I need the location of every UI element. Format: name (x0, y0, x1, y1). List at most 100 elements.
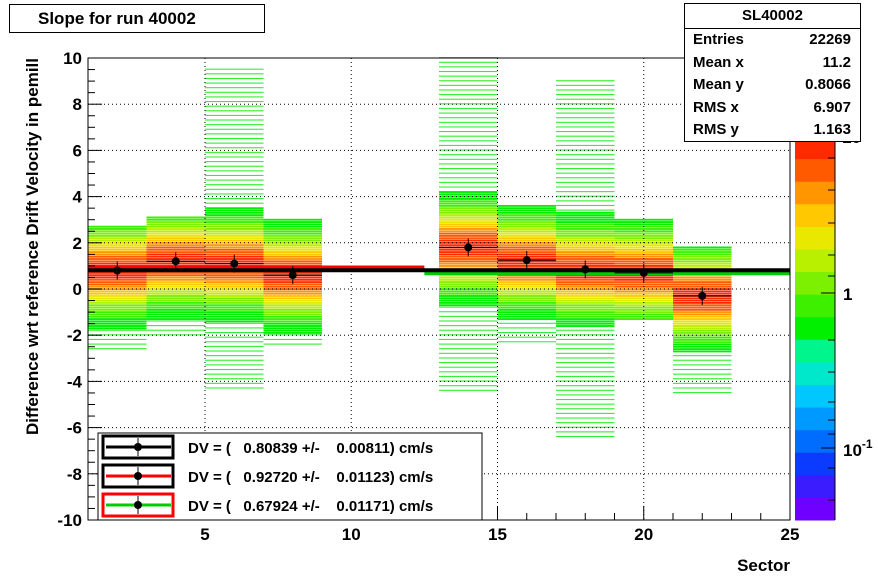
heatmap-cell (88, 225, 147, 228)
heatmap-cell (497, 214, 556, 217)
heatmap-cell (556, 389, 615, 391)
heatmap-cell (205, 68, 264, 70)
heatmap-cell (497, 299, 556, 302)
heatmap-cell (205, 288, 264, 290)
heatmap-cell (205, 368, 264, 371)
heatmap-cell (556, 239, 615, 242)
heatmap-cell (673, 246, 732, 249)
heatmap-cell (146, 301, 205, 304)
heatmap-cell (497, 331, 556, 334)
heatmap-cell (673, 387, 732, 389)
stats-row-rms-x: RMS x 6.907 (685, 97, 860, 120)
heatmap-cell (673, 265, 732, 267)
heatmap-cell (88, 288, 147, 290)
heatmap-cell (556, 426, 615, 428)
heatmap-cell (263, 327, 322, 330)
heatmap-cell (205, 128, 264, 130)
heatmap-cell (556, 394, 615, 396)
heatmap-cell (439, 204, 498, 207)
stats-row-rms-y: RMS y 1.163 (685, 119, 860, 142)
heatmap-cell (146, 271, 205, 274)
heatmap-cell (556, 149, 615, 151)
heatmap-cell (205, 327, 264, 329)
heatmap-cell (88, 241, 147, 244)
x-tick-label: 25 (781, 525, 800, 544)
heatmap-cell (205, 306, 264, 309)
heatmap-cell (146, 283, 205, 286)
heatmap-cell (88, 334, 147, 336)
heatmap-cell (497, 241, 556, 244)
heatmap-cell (205, 274, 264, 277)
heatmap-cell (556, 308, 615, 311)
heatmap-cell (673, 364, 732, 366)
heatmap-cell (146, 251, 205, 254)
heatmap-cell (263, 325, 322, 327)
heatmap-cell (556, 228, 615, 230)
heatmap-cell (556, 348, 615, 350)
heatmap-cell (439, 366, 498, 368)
heatmap-cell (263, 295, 322, 297)
heatmap-cell (205, 248, 264, 251)
heatmap-cell (556, 140, 615, 142)
heatmap-cell (88, 258, 147, 260)
heatmap-cell (556, 357, 615, 359)
heatmap-cell (205, 165, 264, 167)
heatmap-cell (439, 285, 498, 288)
heatmap-cell (497, 306, 556, 309)
profile-point (698, 291, 707, 300)
heatmap-cell (439, 98, 498, 100)
heatmap-cell (497, 297, 556, 300)
heatmap-cell (439, 121, 498, 123)
heatmap-cell (614, 315, 673, 318)
heatmap-cell (88, 297, 147, 300)
colorbar-segment (795, 271, 835, 295)
heatmap-cell (497, 285, 556, 288)
heatmap-cell (263, 232, 322, 235)
heatmap-cell (614, 290, 673, 293)
heatmap-cell (556, 84, 615, 86)
heatmap-cell (673, 378, 732, 380)
heatmap-cell (614, 283, 673, 286)
heatmap-cell (146, 320, 205, 322)
heatmap-cell (673, 311, 732, 314)
heatmap-cell (205, 299, 264, 302)
heatmap-cell (556, 380, 615, 382)
stats-label: Entries (693, 31, 744, 48)
heatmap-cell (556, 352, 615, 354)
heatmap-cell (439, 232, 498, 235)
heatmap-cell (673, 281, 732, 284)
heatmap-cell (556, 297, 615, 300)
heatmap-cell (263, 223, 322, 226)
heatmap-cell (205, 211, 264, 214)
heatmap-cell (205, 105, 264, 107)
heatmap-cell (673, 248, 732, 251)
heatmap-cell (614, 232, 673, 235)
heatmap-cell (88, 239, 147, 242)
heatmap-cell (497, 311, 556, 314)
heatmap-cell (497, 244, 556, 247)
legend-entry-label: DV = ( 0.80839 +/- 0.00811) cm/s (188, 440, 433, 457)
heatmap-cell (614, 292, 673, 295)
colorbar-segment (795, 294, 835, 318)
heatmap-cell (556, 117, 615, 119)
heatmap-cell (88, 251, 147, 254)
heatmap-cell (673, 345, 732, 348)
heatmap-cell (146, 304, 205, 307)
heatmap-cell (205, 336, 264, 338)
heatmap-cell (556, 338, 615, 341)
heatmap-cell (673, 336, 732, 339)
heatmap-cell (556, 248, 615, 251)
heatmap-cell (614, 299, 673, 302)
heatmap-cell (614, 234, 673, 237)
heatmap-cell (497, 308, 556, 311)
heatmap-cell (205, 228, 264, 230)
stats-value: 6.907 (813, 98, 851, 116)
heatmap-cell (88, 237, 147, 240)
heatmap-cell (439, 385, 498, 387)
heatmap-cell (497, 315, 556, 318)
colorbar-segment (795, 361, 835, 385)
heatmap-cell (146, 221, 205, 224)
heatmap-cell (205, 214, 264, 217)
colorbar-segment (795, 203, 835, 227)
heatmap-cell (614, 295, 673, 297)
